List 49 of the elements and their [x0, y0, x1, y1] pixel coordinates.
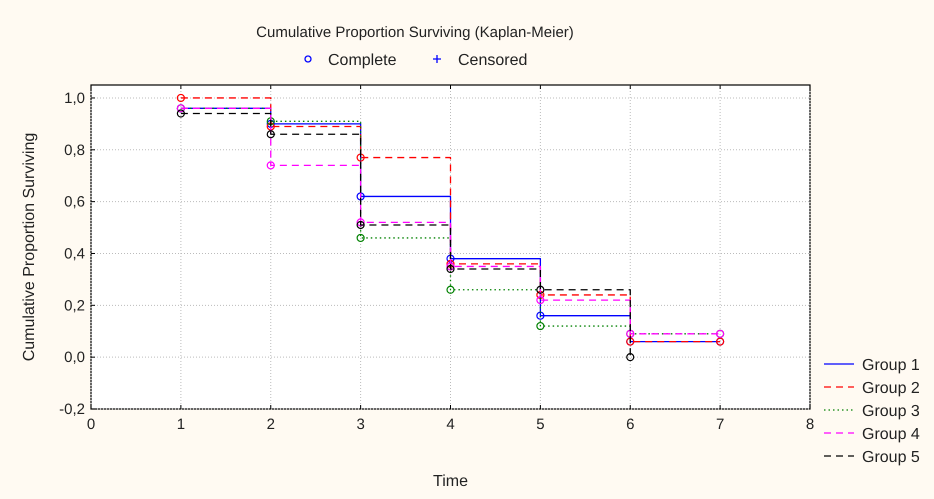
- y-tick-label: -0,2: [59, 401, 85, 418]
- point: [536, 290, 544, 300]
- legend-label: Group 5: [862, 449, 920, 466]
- x-tick-label: 8: [806, 416, 814, 433]
- point: [536, 296, 544, 304]
- text: Complete: [328, 52, 397, 69]
- y-axis-title: Cumulative Proportion Surviving: [21, 132, 38, 362]
- legend-label: Group 3: [862, 403, 920, 420]
- x-tick-label: 5: [536, 416, 545, 433]
- x-tick-label: 0: [86, 416, 96, 433]
- x-tick-label: 3: [356, 416, 365, 433]
- x-tick-label: 2: [266, 416, 275, 433]
- y-tick-label: 0,2: [64, 297, 85, 314]
- legend-label: Group 1: [862, 357, 920, 374]
- text: Censored: [458, 52, 528, 69]
- point: [446, 286, 455, 294]
- x-tick-label: 4: [446, 416, 455, 433]
- x-tick-label: 1: [176, 416, 186, 433]
- x-axis-title: Time: [433, 473, 468, 490]
- point: [176, 94, 185, 102]
- point: [266, 120, 275, 128]
- y-tick-label: 1,0: [64, 90, 85, 107]
- point: [356, 220, 365, 230]
- point: [446, 260, 455, 268]
- x-tick-label: 7: [716, 416, 724, 433]
- point: [356, 153, 365, 162]
- point: [266, 161, 275, 170]
- legend-label: Group 4: [862, 426, 920, 443]
- y-tick-label: 0,0: [64, 349, 85, 366]
- y-tick-label: 0,8: [64, 142, 85, 159]
- point: [536, 312, 544, 320]
- y-tick-label: 0,4: [64, 245, 85, 262]
- point: [446, 262, 455, 271]
- point: [266, 130, 275, 138]
- point: [446, 254, 455, 263]
- point: [266, 122, 275, 131]
- y-tick-label: 0,6: [64, 194, 85, 211]
- point: [536, 286, 544, 294]
- legend-label: Group 2: [862, 380, 920, 397]
- point: [626, 353, 634, 362]
- point: [356, 234, 365, 242]
- point: [446, 264, 455, 274]
- x-tick-label: 6: [626, 416, 634, 433]
- point: [266, 117, 275, 126]
- point: [536, 322, 544, 330]
- point: [176, 109, 185, 118]
- point: [356, 218, 365, 226]
- chart-title: Cumulative Proportion Surviving (Kaplan-Meier): [256, 24, 574, 41]
- point: [356, 192, 365, 201]
